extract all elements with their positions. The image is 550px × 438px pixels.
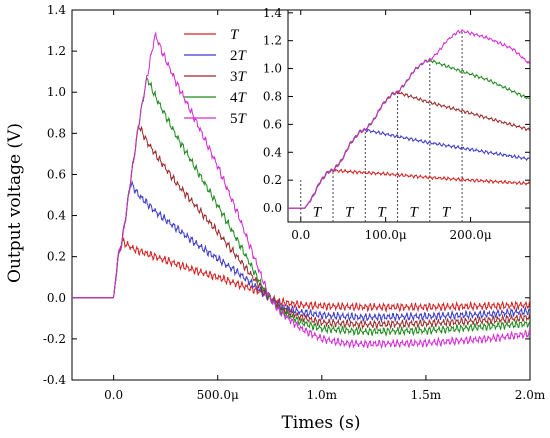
main-series-line-5 [72, 31, 530, 350]
main-y-tick-label: 1.4 [47, 3, 66, 17]
inset-y-tick-label: 0.4 [263, 145, 282, 159]
inset-pulse-label: T [409, 204, 419, 220]
inset-pulse-label: T [442, 204, 452, 220]
main-series-line-1 [72, 236, 530, 314]
inset-x-tick-label: 0.0 [291, 228, 310, 242]
legend-label-2: 2T [230, 48, 248, 64]
main-y-tick-label: 0.6 [47, 167, 66, 181]
legend-label-5: 5T [230, 111, 248, 127]
inset-plot: 0.0 100.0μ 200.0μ 0.0 0.2 0.4 0.6 0.8 1.0 1.2 1.4 T… [263, 6, 531, 242]
main-y-tick-label: -0.4 [43, 373, 67, 387]
main-y-tick-label: 0.2 [47, 250, 66, 264]
main-series-line-2 [72, 180, 530, 324]
inset-y-tick-label: 0.6 [263, 117, 282, 131]
inset-y-tick-label: 1.4 [263, 6, 282, 20]
legend: T 2T 3T 4T 5T [184, 27, 248, 127]
main-x-tick-label: 1.5m [411, 388, 442, 402]
main-x-tick-label: 0.0 [104, 388, 123, 402]
legend-label-4: 4T [230, 90, 248, 106]
main-series-line-3 [72, 125, 530, 331]
inset-series-line-5 [288, 28, 530, 209]
inset-y-tick-label: 1.2 [263, 34, 282, 48]
inset-pulse-label: T [345, 204, 355, 220]
main-x-tick-label: 2.0m [515, 388, 546, 402]
main-x-tick-label: 500.0μ [197, 388, 239, 402]
main-y-tick-label: 0.0 [47, 291, 66, 305]
inset-pulse-label: T [377, 204, 387, 220]
inset-frame [287, 9, 531, 223]
inset-pulse-label: T [313, 204, 323, 220]
inset-x-tick-label: 200.0μ [449, 228, 491, 242]
legend-label-1: T [230, 27, 240, 43]
inset-y-tick-label: 0.2 [263, 173, 282, 187]
inset-x-tick-label: 100.0μ [365, 228, 407, 242]
inset-y-tick-label: 0.0 [263, 201, 282, 215]
main-x-tick-label: 1.0m [307, 388, 338, 402]
x-axis-title: Times (s) [281, 413, 360, 433]
main-y-tick-label: 0.4 [47, 209, 66, 223]
main-y-tick-label: 1.0 [47, 85, 66, 99]
inset-y-tick-label: 0.8 [263, 89, 282, 103]
legend-label-3: 3T [230, 69, 248, 85]
main-y-tick-label: 0.8 [47, 126, 66, 140]
main-y-tick-label: -0.2 [43, 332, 66, 346]
y-axis-title: Output voltage (V) [5, 123, 25, 283]
main-series-line-4 [72, 77, 530, 338]
inset-y-tick-label: 1.0 [263, 62, 282, 76]
main-y-tick-label: 1.2 [47, 44, 66, 58]
